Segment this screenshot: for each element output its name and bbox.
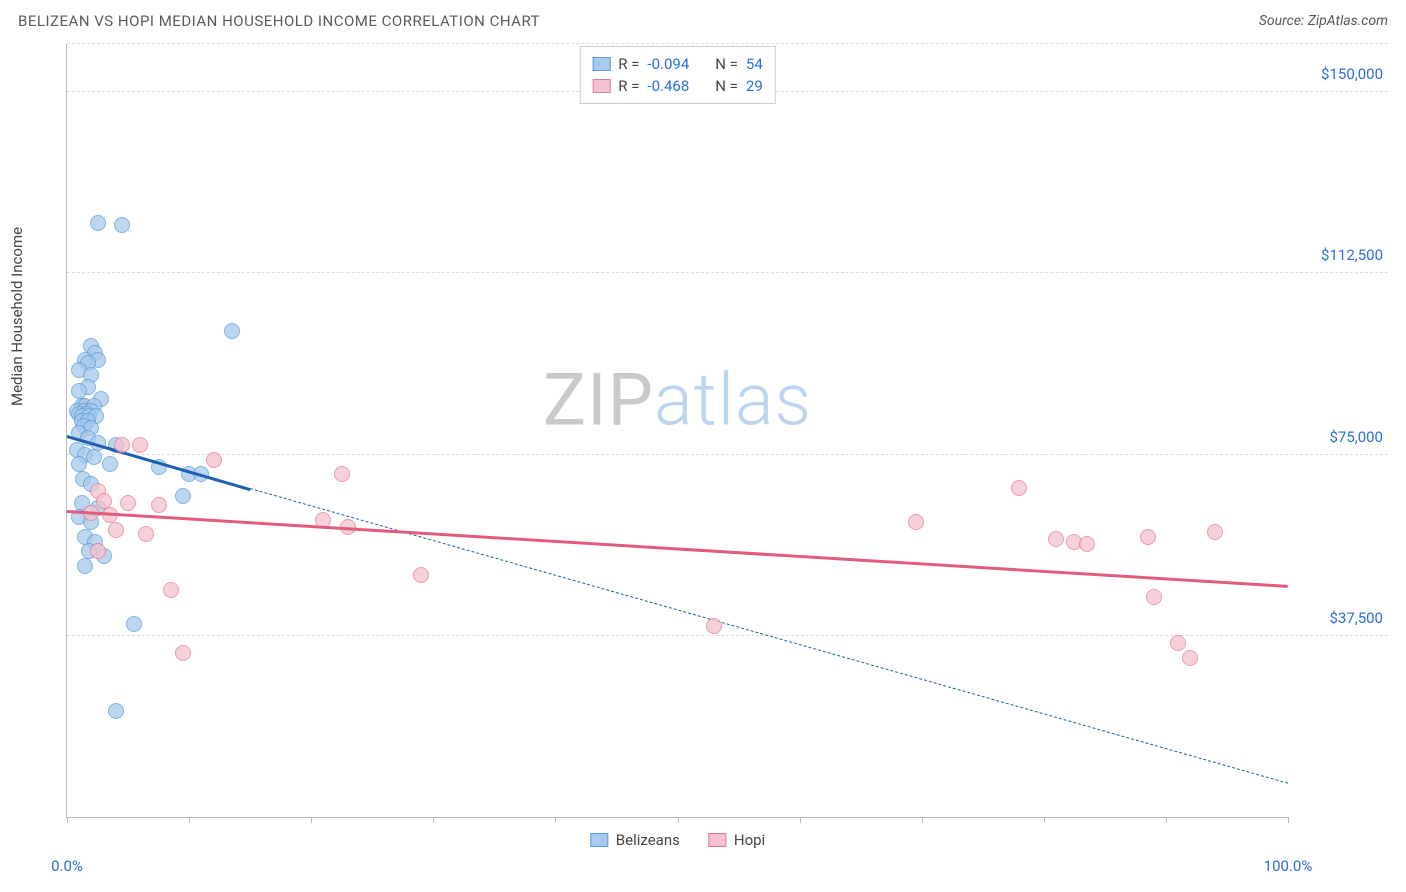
legend-r-value: -0.468 xyxy=(647,77,689,95)
data-point-hopi xyxy=(334,466,350,482)
data-point-hopi xyxy=(132,437,148,453)
legend-row-hopi: R = -0.468 N = 29 xyxy=(592,75,763,97)
y-tick-label: $75,000 xyxy=(1329,428,1383,446)
data-point-hopi xyxy=(1146,589,1162,605)
data-point-hopi xyxy=(108,522,124,538)
data-point-hopi xyxy=(120,495,136,511)
y-tick-label: $37,500 xyxy=(1329,609,1383,627)
series-legend: Belizeans Hopi xyxy=(590,831,765,849)
x-tick xyxy=(1044,817,1045,823)
legend-n-value: 54 xyxy=(746,55,763,73)
y-tick-label: $150,000 xyxy=(1321,65,1383,83)
data-point-hopi xyxy=(1140,529,1156,545)
data-point-hopi xyxy=(1182,650,1198,666)
gridline xyxy=(67,43,1388,44)
data-point-belizeans xyxy=(108,703,124,719)
x-tick-label: 0.0% xyxy=(51,857,83,875)
y-axis-label: Median Household Income xyxy=(8,227,26,406)
x-tick-label: 100.0% xyxy=(1264,857,1313,875)
watermark: ZIPatlas xyxy=(543,357,812,442)
data-point-hopi xyxy=(1170,635,1186,651)
data-point-belizeans xyxy=(114,217,130,233)
plot-region: ZIPatlas R =-0.094N =54R =-0.468N =29 Be… xyxy=(66,44,1288,818)
gridline xyxy=(67,454,1388,455)
legend-r-label: R = xyxy=(618,55,639,73)
data-point-hopi xyxy=(114,437,130,453)
gridline xyxy=(67,635,1388,636)
y-tick-label: $112,500 xyxy=(1321,246,1383,264)
x-tick xyxy=(800,817,801,823)
data-point-hopi xyxy=(413,567,429,583)
legend-n-value: 29 xyxy=(746,77,763,95)
series-label: Belizeans xyxy=(616,831,680,849)
series-legend-item-belizeans: Belizeans xyxy=(590,831,680,849)
x-tick xyxy=(433,817,434,823)
x-tick xyxy=(67,817,68,823)
watermark-zip: ZIP xyxy=(543,357,654,442)
legend-swatch xyxy=(590,833,608,847)
legend-swatch xyxy=(708,833,726,847)
data-point-belizeans xyxy=(175,488,191,504)
data-point-hopi xyxy=(90,543,106,559)
legend-swatch xyxy=(592,79,610,93)
chart-title: BELIZEAN VS HOPI MEDIAN HOUSEHOLD INCOME… xyxy=(18,12,540,30)
x-tick xyxy=(311,817,312,823)
x-tick xyxy=(189,817,190,823)
x-tick xyxy=(1166,817,1167,823)
chart-header: BELIZEAN VS HOPI MEDIAN HOUSEHOLD INCOME… xyxy=(0,0,1406,38)
data-point-belizeans xyxy=(71,456,87,472)
data-point-hopi xyxy=(1048,531,1064,547)
data-point-hopi xyxy=(1079,536,1095,552)
legend-n-label: N = xyxy=(715,77,738,95)
gridline xyxy=(67,272,1388,273)
legend-n-label: N = xyxy=(715,55,738,73)
data-point-belizeans xyxy=(71,383,87,399)
data-point-belizeans xyxy=(102,456,118,472)
source-attribution: Source: ZipAtlas.com xyxy=(1259,13,1388,29)
data-point-hopi xyxy=(908,514,924,530)
data-point-hopi xyxy=(1207,524,1223,540)
series-legend-item-hopi: Hopi xyxy=(708,831,765,849)
source-label: Source: xyxy=(1259,13,1304,29)
data-point-hopi xyxy=(163,582,179,598)
source-name: ZipAtlas.com xyxy=(1308,13,1388,29)
data-point-belizeans xyxy=(224,323,240,339)
data-point-hopi xyxy=(206,452,222,468)
watermark-atlas: atlas xyxy=(654,357,812,442)
correlation-legend: R = -0.094 N = 54 R = -0.468 N = 29 xyxy=(579,46,776,104)
x-tick xyxy=(555,817,556,823)
data-point-hopi xyxy=(175,645,191,661)
legend-r-value: -0.094 xyxy=(647,55,689,73)
legend-r-label: R = xyxy=(618,77,639,95)
data-point-hopi xyxy=(151,497,167,513)
x-tick xyxy=(922,817,923,823)
trend-line xyxy=(67,510,1288,587)
x-tick xyxy=(678,817,679,823)
data-point-belizeans xyxy=(86,449,102,465)
data-point-hopi xyxy=(138,526,154,542)
series-label: Hopi xyxy=(734,831,765,849)
legend-row-belizeans: R = -0.094 N = 54 xyxy=(592,53,763,75)
data-point-belizeans xyxy=(126,616,142,632)
x-tick xyxy=(1288,817,1289,823)
legend-swatch xyxy=(592,57,610,71)
data-point-belizeans xyxy=(77,558,93,574)
chart-area: Median Household Income ZIPatlas R =-0.0… xyxy=(18,44,1388,848)
data-point-belizeans xyxy=(90,215,106,231)
data-point-hopi xyxy=(706,618,722,634)
data-point-hopi xyxy=(1011,480,1027,496)
